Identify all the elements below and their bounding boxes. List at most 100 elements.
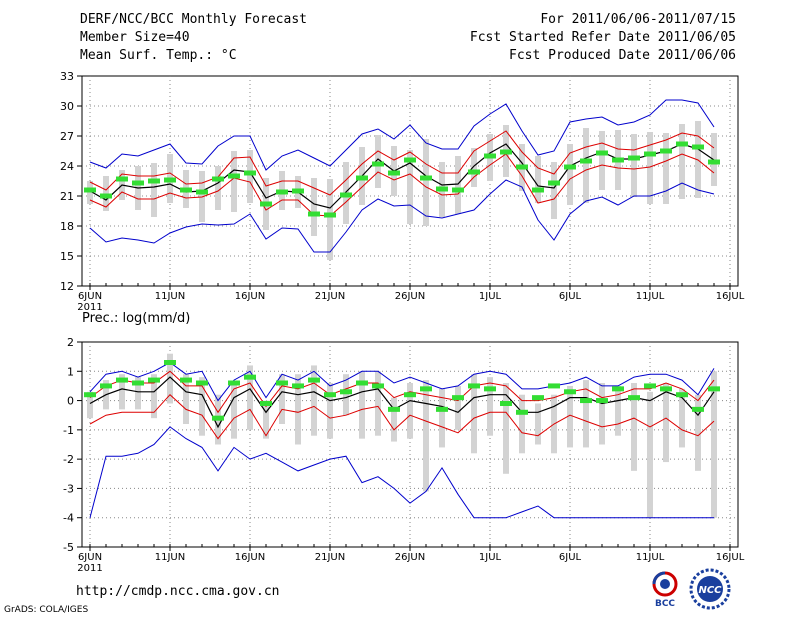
ensemble-range-bar	[215, 166, 221, 210]
series-upper-line	[89, 370, 715, 414]
observed-marker	[644, 383, 656, 389]
observed-marker	[148, 178, 160, 184]
ensemble-range-bar	[551, 162, 557, 219]
start-date: Fcst Started Refer Date 2011/06/05	[469, 30, 736, 45]
observed-marker	[660, 148, 672, 154]
source-url[interactable]: http://cmdp.ncc.cma.gov.cn	[76, 584, 280, 599]
ensemble-range-bar	[567, 144, 573, 205]
observed-marker	[292, 383, 304, 389]
ensemble-range-bar	[119, 374, 125, 410]
ensemble-range-bar	[151, 163, 157, 217]
x-tick-year-label: 2011	[77, 563, 102, 574]
x-tick-label: 16JUN	[235, 291, 265, 302]
plot-frame	[81, 341, 739, 548]
x-tick-label: 11JUL	[636, 291, 665, 302]
panel-title: Prec.: log(mm/d)	[82, 311, 190, 326]
y-tick-label: 33	[60, 70, 74, 83]
ensemble-range-bar	[167, 353, 173, 404]
observed-marker	[132, 180, 144, 186]
x-tick-label: 11JUN	[155, 552, 185, 563]
observed-marker	[564, 164, 576, 170]
y-tick-label: 0	[67, 395, 74, 408]
observed-marker	[132, 380, 144, 386]
ensemble-range-bar	[87, 391, 93, 419]
ensemble-range-bar	[487, 377, 493, 436]
ensemble-range-bar	[631, 383, 637, 471]
observed-marker	[596, 150, 608, 156]
member-size: Member Size=40	[80, 30, 190, 45]
observed-marker	[516, 409, 528, 415]
ensemble-range-bar	[327, 383, 333, 439]
observed-marker	[660, 386, 672, 392]
ensemble-range-bar	[535, 403, 541, 445]
observed-marker	[452, 187, 464, 193]
ensemble-range-bar	[407, 383, 413, 439]
x-tick-label: 6JUN	[78, 552, 102, 563]
observed-marker	[116, 377, 128, 383]
x-tick-label: 16JUL	[716, 291, 745, 302]
ensemble-range-bar	[199, 377, 205, 436]
x-tick-year-label: 2011	[77, 302, 102, 313]
ensemble-range-bar	[599, 383, 605, 445]
ensemble-range-bar	[615, 385, 621, 436]
x-tick-label: 6JUL	[559, 552, 582, 563]
ensemble-range-bar	[247, 365, 253, 430]
ensemble-range-bar	[343, 374, 349, 416]
observed-marker	[420, 175, 432, 181]
ensemble-range-bar	[423, 139, 429, 226]
ensemble-range-bar	[695, 394, 701, 471]
observed-marker	[180, 187, 192, 193]
ensemble-range-bar	[535, 156, 541, 203]
ensemble-range-bar	[375, 371, 381, 436]
ensemble-range-bar	[583, 380, 589, 448]
observed-marker	[340, 192, 352, 198]
observed-marker	[692, 406, 704, 412]
bcc-logo: BCC	[652, 571, 678, 608]
observed-marker	[180, 377, 192, 383]
observed-marker	[708, 386, 720, 392]
observed-marker	[244, 170, 256, 176]
series-min-line	[89, 179, 715, 253]
ensemble-range-bar	[231, 383, 237, 439]
ensemble-range-bar	[647, 391, 653, 518]
observed-marker	[420, 386, 432, 392]
observed-marker	[196, 189, 208, 195]
observed-marker	[196, 380, 208, 386]
ensemble-range-bar	[599, 131, 605, 190]
x-tick-label: 6JUL	[559, 291, 582, 302]
y-tick-label: -2	[63, 453, 74, 466]
series-lower-line	[89, 153, 715, 217]
observed-marker	[164, 177, 176, 183]
y-tick-label: -4	[63, 512, 74, 525]
y-tick-label: -1	[63, 424, 74, 437]
observed-marker	[228, 380, 240, 386]
observed-marker	[404, 157, 416, 163]
series-mean-line	[89, 143, 715, 209]
observed-marker	[100, 383, 112, 389]
observed-marker	[548, 180, 560, 186]
observed-marker	[452, 395, 464, 401]
ncc-logo-text: NCC	[698, 585, 722, 596]
series-lower-line	[89, 393, 715, 440]
chart-title: DERF/NCC/BCC Monthly Forecast	[80, 12, 307, 27]
observed-marker	[356, 175, 368, 181]
x-tick-label: 16JUN	[235, 552, 265, 563]
observed-marker	[612, 157, 624, 163]
observed-marker	[388, 170, 400, 176]
observed-marker	[260, 401, 272, 406]
y-tick-label: -5	[63, 541, 74, 554]
x-tick-label: 21JUN	[315, 291, 345, 302]
observed-marker	[468, 383, 480, 389]
observed-marker	[484, 386, 496, 392]
y-tick-label: -3	[63, 482, 74, 495]
observed-marker	[468, 169, 480, 175]
ensemble-range-bar	[183, 374, 189, 424]
observed-marker	[564, 389, 576, 395]
observed-marker	[628, 155, 640, 161]
ensemble-range-bar	[231, 151, 237, 212]
observed-marker	[212, 176, 224, 182]
observed-marker	[500, 401, 512, 406]
ensemble-range-bar	[503, 383, 509, 474]
variable-label: Mean Surf. Temp.: °C	[80, 48, 237, 63]
